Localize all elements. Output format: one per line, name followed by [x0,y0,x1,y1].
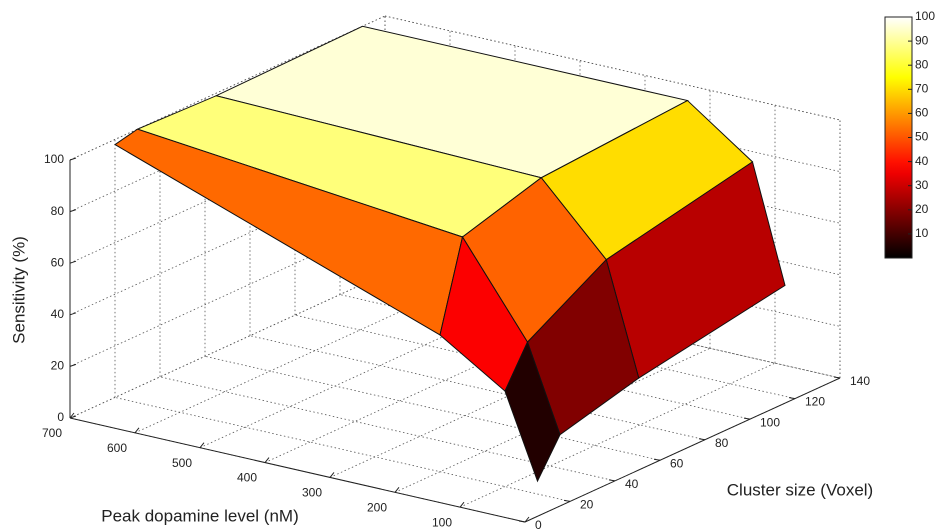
x-axis-label: Peak dopamine level (nM) [101,506,298,525]
x-tick [134,427,140,434]
y-tick [518,520,526,523]
grid-line [384,15,841,121]
z-tick-label: 0 [57,410,64,424]
y-tick [743,417,751,420]
z-tick-label: 100 [44,152,64,166]
colorbar-tick-label: 100 [915,9,935,23]
colorbar-tick-label: 50 [915,130,929,144]
colorbar-tick-label: 60 [915,106,929,120]
grid-line [249,335,706,441]
y-axis [524,377,841,523]
y-tick-label: 120 [805,395,825,409]
y-tick-label: 80 [715,436,729,450]
y-tick-label: 60 [670,456,684,470]
y-tick [788,397,796,400]
grid-line [459,362,776,508]
z-tick [69,260,77,264]
y-tick-label: 140 [850,374,870,388]
z-axis-label: Sensitivity (%) [9,236,28,344]
colorbar-tick-label: 90 [915,33,929,47]
x-tick-label: 500 [172,456,192,470]
z-tick-label: 20 [51,359,65,373]
y-tick-label: 20 [580,498,594,512]
z-tick-label: 80 [51,204,65,218]
x-tick-label: 400 [237,471,257,485]
grid-line [159,376,616,482]
colorbar-tick-label: 80 [915,57,929,71]
grid-line [114,397,571,502]
x-tick-label: 300 [302,486,322,500]
colorbar-tick-label: 40 [915,154,929,168]
x-tick-label: 700 [42,426,62,440]
y-tick [698,438,706,441]
grid-line [204,355,661,461]
x-tick [69,412,75,419]
z-tick [69,209,77,213]
x-axis [69,417,526,523]
x-tick-label: 600 [107,441,127,455]
x-tick [264,457,270,463]
x-tick [459,501,465,508]
y-tick [833,376,841,379]
z-tick [69,157,77,161]
colorbar-tick-label: 20 [915,202,929,216]
colorbar-tick-label: 10 [915,226,929,240]
y-tick [608,479,616,482]
colorbar-tick-label: 70 [915,81,929,95]
z-tick [69,363,77,367]
y-tick-label: 0 [535,518,542,531]
colorbar-tick-label: 30 [915,178,929,192]
grid-line [69,273,386,419]
z-tick [69,415,77,419]
grid-line [134,288,451,434]
colorbar [884,16,913,259]
x-tick [524,516,530,523]
y-tick-label: 100 [760,415,780,429]
x-tick-label: 100 [432,515,452,529]
z-tick-label: 60 [51,255,65,269]
y-tick [653,458,661,461]
surface-face [504,340,561,483]
x-tick [329,472,335,478]
x-tick [394,486,400,493]
y-tick-label: 40 [625,477,639,491]
y-tick [563,499,571,502]
x-tick-label: 200 [367,500,387,514]
z-tick [69,312,77,316]
y-axis-label: Cluster size (Voxel) [727,480,873,499]
z-tick-label: 40 [51,307,65,321]
x-tick [199,442,205,449]
